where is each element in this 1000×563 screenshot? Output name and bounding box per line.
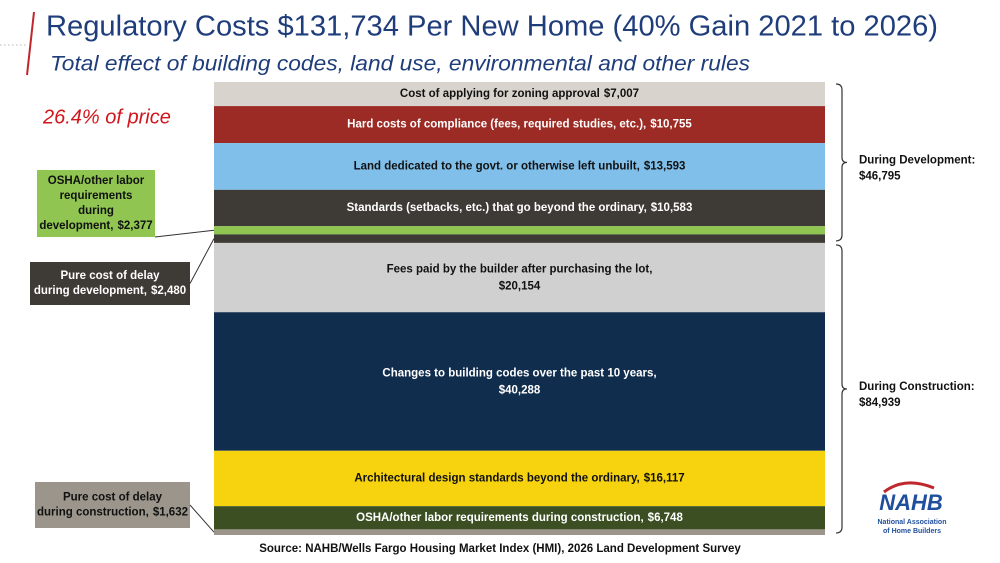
bar-segment: [214, 450, 825, 507]
group-bracket: [835, 83, 848, 242]
segment-label: Fees paid by the builder after purchasin…: [387, 264, 653, 293]
value-label: $10,755: [650, 119, 692, 131]
value-label: $2,377: [117, 220, 152, 232]
segment-name-line: development,: [39, 220, 113, 232]
bar-segment: [214, 242, 825, 313]
bar-segment: [214, 106, 825, 144]
logo-name: NAHB: [879, 490, 943, 515]
value-label: $7,007: [604, 88, 639, 100]
logo: NAHB National Association of Home Builde…: [878, 481, 947, 535]
group-label: During Construction:: [859, 381, 975, 393]
segment-name: OSHA/other labor requirements during con…: [356, 512, 644, 524]
segment-name-line: requirements: [60, 190, 133, 202]
segment-name: Architectural design standards beyond th…: [354, 473, 639, 485]
group-value: $84,939: [859, 397, 901, 409]
segment-name: Cost of applying for zoning approval: [400, 88, 600, 100]
segment-label: Land dedicated to the govt. or otherwise…: [354, 160, 686, 172]
segment-label: Architectural design standards beyond th…: [354, 473, 684, 485]
value-label: $2,480: [151, 285, 186, 297]
group-label: During Development:: [859, 154, 975, 166]
segment-name-line: OSHA/other labor: [48, 175, 145, 187]
value-label: $40,288: [499, 385, 541, 397]
chart-title: Regulatory Costs $131,734 Per New Home (…: [46, 11, 938, 43]
value-label: $20,154: [499, 281, 541, 293]
segment-name-line: Pure cost of delay: [60, 270, 160, 282]
segment-name-line: during development,: [34, 285, 147, 297]
callout-box: [37, 170, 155, 237]
callout-label: Pure cost of delay during development, $2,…: [34, 270, 186, 297]
logo-line: of Home Builders: [883, 528, 941, 535]
segment-name: Land dedicated to the govt. or otherwise…: [354, 160, 640, 172]
segment-name-line: Pure cost of delay: [63, 492, 163, 504]
annotation: 26.4% of price: [42, 106, 171, 128]
group-value: $46,795: [859, 170, 901, 182]
segment-label: Changes to building codes over the past …: [382, 368, 656, 397]
callout-label: OSHA/other labor requirements during develo…: [39, 175, 152, 232]
bar-segment: [214, 234, 825, 243]
bar-segment: [214, 506, 825, 530]
segment-name: Pure cost of delay during construction,: [37, 492, 163, 519]
value-label: $6,748: [648, 512, 684, 524]
decor-slash: [26, 11, 35, 76]
value-label: $13,593: [644, 160, 686, 172]
callout-line: [154, 229, 215, 238]
segment-label: OSHA/other labor requirements during con…: [356, 512, 683, 524]
callout-box: [35, 482, 190, 528]
bar-segment: [214, 82, 825, 107]
segment-name: Changes to building codes over the past …: [382, 368, 656, 380]
segment-name: Standards (setbacks, etc.) that go beyon…: [347, 202, 647, 214]
callout-box: [30, 262, 190, 305]
bar-segment: [214, 312, 825, 451]
segment-name-line: during construction,: [37, 507, 149, 519]
segment-label: Standards (setbacks, etc.) that go beyon…: [347, 202, 693, 214]
source: Source: NAHB/Wells Fargo Housing Market …: [259, 543, 741, 555]
segment-name-line: during: [78, 205, 114, 217]
bar-segment: [214, 189, 825, 227]
bar-segment: [214, 529, 825, 535]
segment-name: Pure cost of delay during development,: [34, 270, 160, 297]
segment-name: Hard costs of compliance (fees, required…: [347, 119, 646, 131]
logo-swoosh: [883, 481, 935, 494]
callout-line: [189, 504, 215, 533]
logo-line: National Association: [878, 519, 947, 526]
value-label: $16,117: [644, 473, 685, 485]
chart-subtitle: Total effect of building codes, land use…: [50, 53, 751, 76]
segment-label: Cost of applying for zoning approval $7,0…: [400, 88, 639, 100]
segment-name: OSHA/other labor requirements during develo…: [39, 175, 144, 232]
bar-segment: [214, 226, 825, 235]
callout-label: Pure cost of delay during construction, $1…: [37, 492, 188, 519]
segment-label: Hard costs of compliance (fees, required…: [347, 119, 692, 131]
group-bracket: [835, 244, 848, 534]
value-label: $10,583: [651, 202, 693, 214]
segment-name: Fees paid by the builder after purchasin…: [387, 264, 653, 276]
bar-segment: [214, 143, 825, 190]
callout-line: [189, 238, 215, 284]
value-label: $1,632: [153, 507, 188, 519]
